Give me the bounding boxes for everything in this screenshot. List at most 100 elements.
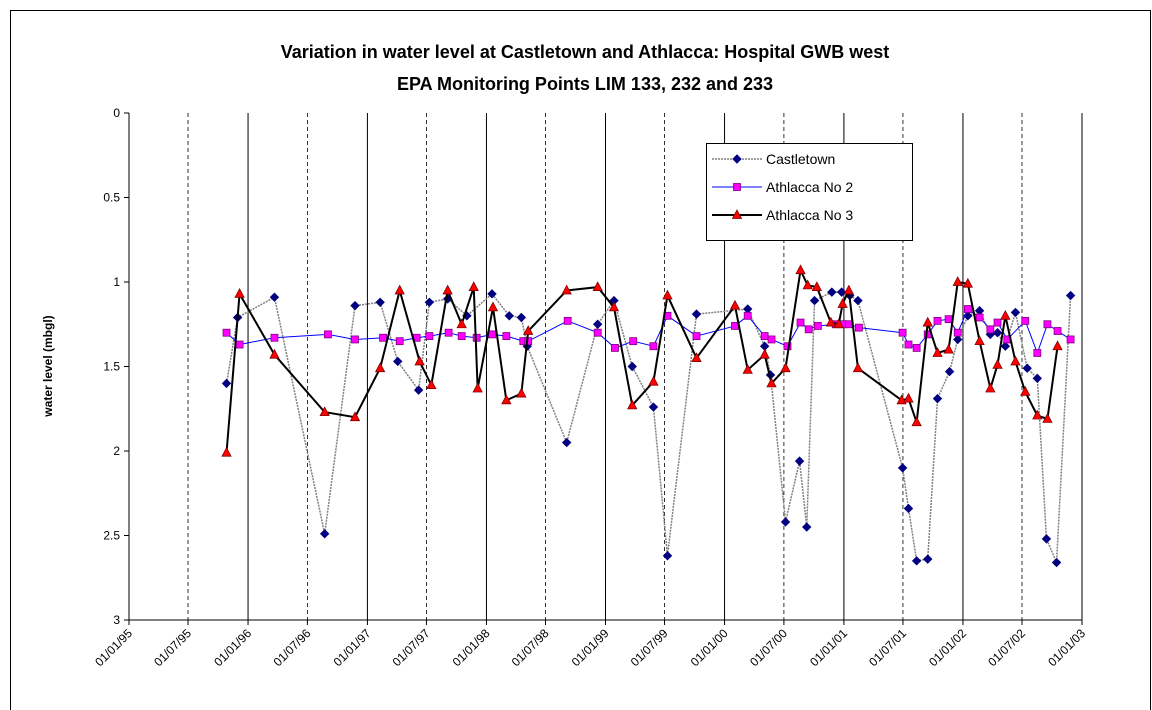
data-point <box>813 322 822 330</box>
legend-label: Athlacca No 2 <box>766 179 853 195</box>
data-point <box>944 366 955 377</box>
data-point <box>324 330 332 339</box>
data-point <box>592 319 603 329</box>
chart-border <box>10 10 1151 710</box>
data-point <box>1022 363 1032 373</box>
data-point <box>444 328 453 337</box>
data-point <box>796 318 805 327</box>
data-point <box>836 287 847 297</box>
data-point <box>1051 557 1062 568</box>
data-point <box>648 402 659 412</box>
data-point <box>911 416 922 427</box>
legend-marker <box>732 154 742 164</box>
data-point <box>488 330 496 339</box>
data-point <box>426 379 437 389</box>
data-point <box>627 399 638 410</box>
data-point <box>794 456 805 466</box>
data-point <box>1020 385 1031 396</box>
y-tick-label: 2 <box>113 444 120 458</box>
y-tick-label: 0 <box>113 106 120 120</box>
data-point <box>853 295 863 306</box>
data-point <box>953 334 963 345</box>
data-point <box>1053 327 1062 335</box>
data-point <box>221 378 232 389</box>
data-point <box>742 364 753 374</box>
data-point <box>502 332 511 340</box>
data-point <box>1052 340 1063 351</box>
data-point <box>592 281 603 291</box>
data-point <box>487 289 497 299</box>
data-point <box>743 311 752 320</box>
data-point <box>780 517 791 527</box>
data-point <box>809 295 820 306</box>
y-tick-label: 2.5 <box>103 529 120 543</box>
data-point <box>795 264 806 275</box>
data-point <box>760 332 769 340</box>
data-point <box>379 333 387 342</box>
data-point <box>804 325 813 334</box>
data-point <box>898 328 907 337</box>
data-point <box>692 332 701 340</box>
data-point <box>962 277 974 288</box>
data-point <box>811 281 823 291</box>
data-point <box>413 385 424 395</box>
data-point <box>952 276 963 286</box>
legend: Castletown Athlacca No 2 Athlacca No 3 <box>706 143 913 241</box>
data-point <box>827 287 837 297</box>
legend-label: Castletown <box>766 151 835 167</box>
y-axis-label: water level (mbgl) <box>41 315 55 417</box>
data-point <box>729 299 741 310</box>
data-point <box>943 343 954 354</box>
data-point <box>468 281 479 291</box>
data-point <box>691 309 702 319</box>
chart-title: Variation in water level at Castletown a… <box>281 42 889 62</box>
data-point <box>903 392 914 403</box>
data-point <box>442 284 453 295</box>
data-point <box>780 362 791 373</box>
data-point <box>627 361 637 372</box>
data-point <box>1033 349 1042 357</box>
data-point <box>350 300 360 311</box>
data-point <box>456 318 467 329</box>
data-point <box>1032 409 1043 420</box>
data-point <box>903 503 914 514</box>
data-point <box>844 320 853 329</box>
data-point <box>975 313 984 322</box>
data-point <box>414 355 425 366</box>
data-point <box>649 342 658 351</box>
data-point <box>501 394 512 405</box>
data-point <box>523 325 534 335</box>
data-point <box>349 411 361 422</box>
data-point <box>1041 534 1052 544</box>
data-point <box>1021 316 1030 325</box>
data-point <box>986 325 995 334</box>
data-point <box>1042 413 1053 423</box>
data-point <box>1000 341 1011 351</box>
data-point <box>911 556 922 566</box>
data-point <box>269 348 280 359</box>
data-point <box>993 318 1002 327</box>
data-point <box>270 333 279 342</box>
y-tick-label: 1.5 <box>103 360 120 374</box>
data-point <box>561 437 572 448</box>
data-point <box>904 340 913 349</box>
data-point <box>802 279 813 290</box>
data-point <box>855 323 863 332</box>
data-point <box>593 328 602 337</box>
data-point <box>457 332 466 340</box>
data-point <box>629 337 638 346</box>
data-point <box>374 362 386 373</box>
data-point <box>974 335 985 346</box>
data-point <box>843 284 854 295</box>
data-point <box>767 335 776 344</box>
data-point <box>563 316 572 325</box>
data-point <box>731 322 739 330</box>
data-point <box>992 358 1003 369</box>
data-point <box>963 305 972 313</box>
y-tick-label: 0.5 <box>103 191 120 205</box>
data-point <box>985 382 996 393</box>
data-point <box>1032 373 1043 384</box>
data-point <box>662 551 673 561</box>
data-point <box>825 316 837 327</box>
